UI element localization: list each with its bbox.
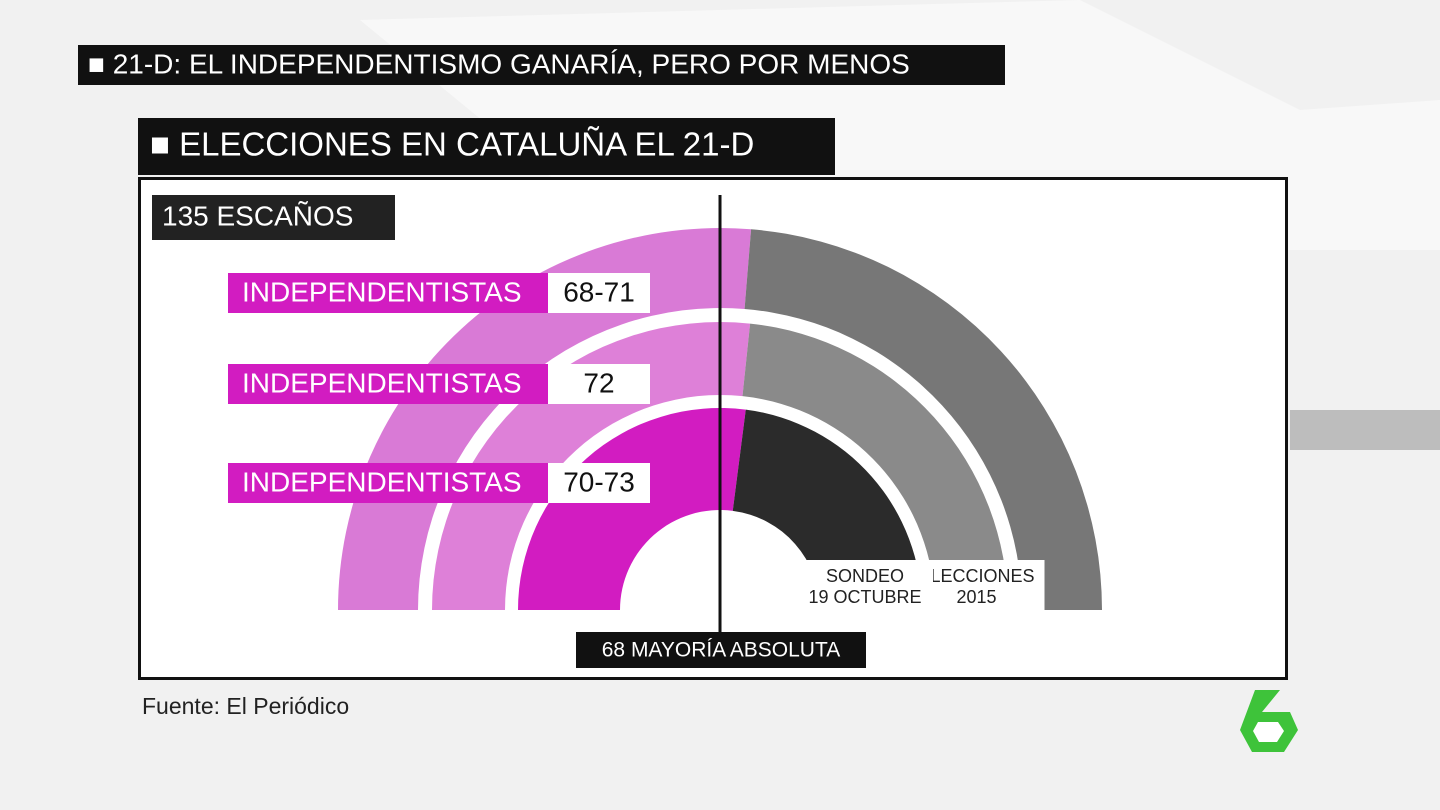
logo-shape	[1240, 690, 1298, 752]
source: Fuente: El Periódico	[142, 693, 349, 719]
logo-hole	[1253, 722, 1284, 742]
ring-rest	[732, 409, 922, 610]
header-title: ■ 21-D: EL INDEPENDENTISMO GANARÍA, PERO…	[88, 48, 910, 79]
value-box	[548, 463, 650, 503]
total-label: 135 ESCAÑOS	[162, 200, 353, 231]
ring-labels: INDEPENDENTISTAS 68-71 INDEPENDENTISTAS 72 E…	[228, 195, 1045, 668]
ring-note: 2015	[956, 587, 996, 607]
channel-logo	[1240, 690, 1298, 752]
note-box	[797, 560, 933, 610]
chart-title: ■ ELECCIONES EN CATALUÑA EL 21-D	[150, 126, 754, 163]
name-box	[228, 273, 548, 313]
ring-rest	[744, 229, 1102, 611]
name-box	[228, 364, 548, 404]
ring-value: 72	[583, 367, 614, 398]
ring-note: ELECCIONES	[918, 566, 1034, 586]
title-bar	[138, 118, 835, 175]
backdrop-bar	[1290, 410, 1440, 450]
ring-value: 68-71	[563, 276, 635, 307]
majority-box	[576, 632, 866, 668]
ring-name: INDEPENDENTISTAS	[242, 466, 522, 497]
ring-value: 70-73	[563, 466, 635, 497]
majority-label: 68 MAYORÍA ABSOLUTA	[602, 639, 840, 662]
value-box	[548, 273, 650, 313]
ring-share	[432, 322, 751, 610]
header-bar	[78, 45, 1005, 85]
ring-note: 19 OCTUBRE	[808, 587, 921, 607]
ring-rest	[742, 323, 1008, 610]
ring-name: INDEPENDENTISTAS	[242, 276, 522, 307]
name-box	[228, 463, 548, 503]
value-box	[548, 364, 650, 404]
total-box	[152, 195, 395, 240]
ring-note: SONDEO	[826, 566, 904, 586]
ring-name: INDEPENDENTISTAS	[242, 367, 522, 398]
ring-share	[518, 407, 746, 610]
